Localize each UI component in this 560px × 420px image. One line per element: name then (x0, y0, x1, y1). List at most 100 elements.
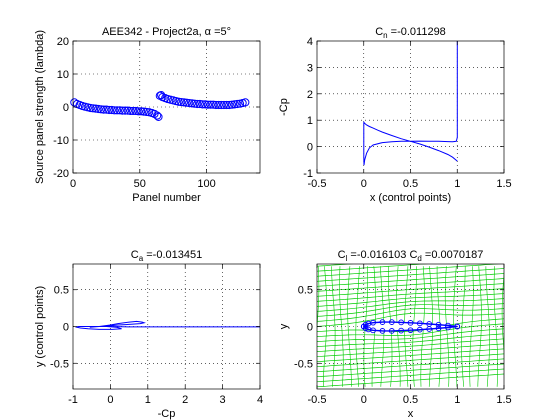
x-tick-label: 1.5 (496, 394, 511, 406)
x-tick-label: 0.5 (403, 394, 418, 406)
y-tick-label: 20 (57, 36, 69, 48)
control-point (362, 325, 369, 332)
y-tick-label: 0 (63, 102, 69, 114)
y-tick-label: 0 (63, 322, 69, 334)
tick-labels: -1 0 1 2 3 4 -0.5 0 0.5 (50, 264, 263, 406)
y-tick-label: -1 (303, 168, 313, 180)
control-point (454, 323, 461, 330)
data-point (107, 105, 116, 115)
chart-title: Cl =-0.016103 Cd =0.0070187 (338, 249, 484, 263)
x-axis-label: -Cp (158, 408, 176, 420)
data-point (129, 106, 138, 116)
data-point (137, 107, 146, 116)
airfoil-outline (362, 321, 458, 332)
x-tick-label: -0.5 (308, 394, 327, 406)
y-tick-label: -0.5 (50, 358, 69, 370)
data-point (177, 97, 186, 107)
data-point (190, 99, 199, 108)
x-tick-label: 50 (134, 178, 146, 190)
x-tick-label: 1.5 (496, 178, 511, 190)
data-point (230, 100, 239, 109)
data-point (187, 99, 196, 108)
control-point (417, 326, 423, 333)
control-point (370, 319, 376, 326)
control-point (417, 320, 423, 327)
data-point (131, 106, 140, 116)
data-point (88, 104, 98, 113)
potential-line (322, 266, 328, 387)
grid (73, 264, 260, 389)
x-axis-label: x (control points) (370, 192, 451, 204)
x-tick-label: 0 (361, 178, 367, 190)
data-point (179, 98, 188, 107)
data-point (225, 100, 234, 110)
x-axis-label: x (408, 408, 414, 420)
data-point (195, 99, 204, 109)
control-point (426, 326, 433, 332)
grid (317, 264, 504, 389)
data-point (123, 106, 132, 115)
chart-title: AEE342 - Project2a, α =5° (102, 26, 231, 38)
data-point (217, 100, 226, 110)
x-axis-label: Panel number (132, 192, 201, 204)
control-point (398, 327, 405, 334)
control-point (445, 322, 451, 329)
data-point (206, 100, 215, 109)
data-point (102, 105, 111, 114)
control-point (407, 319, 414, 326)
data-point (115, 106, 124, 115)
y-tick-label: 0.5 (298, 285, 313, 297)
streamline (317, 264, 502, 277)
streamline (317, 348, 504, 363)
data-point (241, 98, 250, 107)
plot-area (363, 41, 458, 166)
data-point (233, 99, 242, 109)
potential-line (347, 266, 352, 387)
data-point (139, 107, 148, 116)
potential-line (355, 266, 360, 387)
y-tick-label: 1 (307, 115, 313, 127)
y-tick-label: 3 (307, 62, 313, 74)
control-point (370, 327, 376, 334)
data-point (211, 100, 221, 110)
data-point (227, 100, 237, 109)
data-point (222, 100, 231, 110)
data-point (174, 97, 183, 106)
chart-title: Ca =-0.013451 (131, 249, 202, 263)
series-line (363, 41, 458, 166)
data-point (120, 106, 130, 115)
plot-area (74, 320, 260, 330)
streamline (317, 333, 504, 347)
series-line (74, 320, 260, 330)
x-tick-label: 1 (454, 394, 460, 406)
potential-line (317, 266, 320, 331)
control-point (445, 324, 451, 331)
x-tick-label: -0.5 (308, 178, 327, 190)
streamline (317, 363, 504, 378)
potential-line (469, 266, 474, 387)
data-point (219, 100, 229, 110)
x-tick-label: 0 (361, 394, 367, 406)
data-point (209, 100, 218, 109)
subplot-y-vs-cp: -1 0 1 2 3 4 -0.5 0 0.5 Ca =-0.013451 -Cp y (con… (34, 249, 263, 420)
y-axis-label: y (278, 323, 290, 329)
subplot-streamlines: -0.5 0 0.5 1 1.5 -0.5 0 0.5 Cl =-0.016103 Cd =0… (278, 249, 512, 420)
streamline (317, 358, 504, 373)
plot-area (70, 91, 250, 122)
y-axis-label: -Cp (278, 98, 290, 116)
y-tick-label: -20 (53, 168, 69, 180)
data-point (134, 107, 143, 116)
streamline (317, 293, 504, 307)
streamline (317, 328, 504, 342)
data-point (185, 98, 194, 108)
streamline (317, 343, 504, 358)
x-tick-label: 0 (107, 394, 113, 406)
data-point (153, 111, 162, 120)
streamline (317, 368, 504, 383)
streamline (317, 323, 504, 337)
data-point (110, 106, 119, 115)
data-point (214, 100, 223, 110)
streamline (317, 288, 504, 302)
y-axis-label: Source panel strength (lambda) (34, 30, 46, 184)
x-tick-label: 2 (182, 394, 188, 406)
